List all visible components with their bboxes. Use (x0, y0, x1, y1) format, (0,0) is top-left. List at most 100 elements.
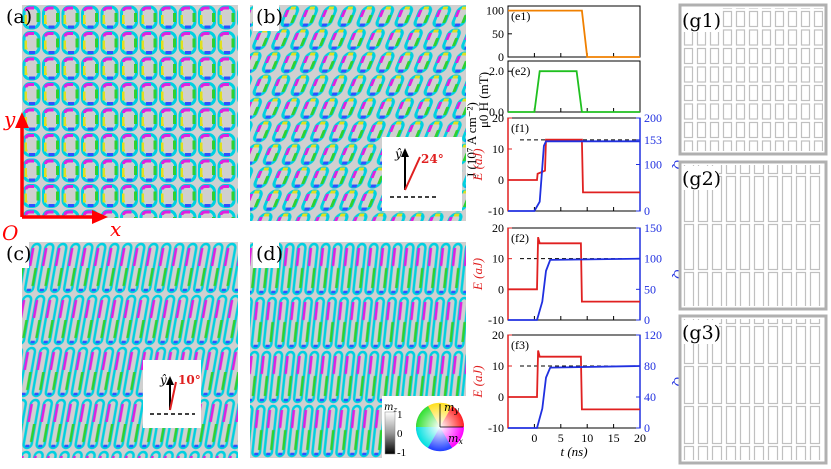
panel-d-label-box (253, 242, 279, 268)
f2-series-Q (508, 257, 641, 321)
e2-ytick-label-0: 2.0 (489, 64, 504, 78)
inset-c-yhat: ŷ (159, 373, 167, 387)
inset-c-angle: 10° (178, 373, 201, 387)
f1-panel-label: (f1) (511, 121, 529, 135)
f1-ytick-label-2: 0 (498, 173, 504, 187)
f1-y2tick-label-2: 100 (644, 158, 662, 172)
inset-b (382, 137, 462, 211)
panel-g3: (g3) (678, 314, 828, 465)
f2-y2tick-label-1: 100 (644, 252, 662, 266)
mz-colorbar (384, 411, 396, 455)
inset-b-angle: 24° (421, 152, 444, 166)
e2-plot-frame (507, 60, 641, 113)
f1-series-E (508, 138, 640, 194)
inset-c (143, 360, 201, 428)
f2-series-E (508, 236, 640, 303)
f3-y2tick-label-1: 80 (644, 359, 656, 373)
e2-ytick-label-1: 0.0 (489, 105, 504, 119)
e1-ytick-label-2: 0 (498, 50, 504, 64)
e1-plot-frame (507, 5, 641, 58)
f3-xtick-label-1: 5 (558, 431, 564, 445)
e1-ytick-label-0: 100 (486, 4, 504, 18)
panel-a: (a) y x O (2, 5, 238, 245)
skyrmion-array-c (22, 242, 238, 458)
panel-g2: (g2) (678, 160, 828, 311)
f3-panel-label: (f3) (511, 338, 529, 352)
panel-c-label: (c) (6, 243, 31, 265)
panel-a-label: (a) (6, 6, 32, 28)
panel-d-label: (d) (256, 243, 283, 265)
x-axis-label: x (110, 217, 121, 241)
panel-b-label-box (253, 5, 279, 31)
f2-ylabel: E (aJ) (470, 258, 485, 291)
f1-ylabel: E (aJ) (470, 148, 485, 181)
f3-y2tick-label-0: 120 (644, 328, 662, 342)
f1-ytick-label-3: -10 (488, 204, 504, 218)
f1-series-Q (508, 140, 640, 212)
f2-panel-label: (f2) (511, 231, 529, 245)
panel-b: (b) ŷ 24° (250, 5, 466, 221)
f3-y2tick-label-2: 40 (644, 390, 656, 404)
f3-ylabel: E (aJ) (470, 365, 485, 398)
f2-y2tick-label-3: 0 (644, 313, 650, 327)
e1-panel-label: (e1) (511, 9, 530, 23)
e1-ytick-label-1: 50 (492, 27, 504, 41)
f3-xtick-label-3: 15 (608, 431, 620, 445)
panel-g1-label-box (683, 8, 719, 32)
x-arrow-head-icon (92, 210, 108, 224)
mx-label: mx (448, 432, 463, 446)
f2-ytick-label-0: 20 (492, 221, 504, 235)
f1-plot-frame (507, 117, 641, 212)
y-arrow-head-icon (15, 112, 29, 128)
f3-series-Q (508, 365, 641, 429)
my-label: my (444, 401, 459, 415)
mz-max: 1 (397, 409, 403, 421)
f3-y2tick-label-3: 0 (644, 421, 650, 435)
charts-column: μ0 H (mT) J (10⁷ A cm⁻²) 100500(e1)2.00.… (464, 4, 686, 459)
panel-g1-label: (g1) (682, 10, 721, 32)
f2-y2tick-label-2: 50 (644, 282, 656, 296)
f3-xtick-label-0: 0 (531, 431, 537, 445)
panel-g3-label-box (683, 320, 719, 344)
panel-c-label-box (3, 242, 29, 268)
inset-b-tilt-arrow (404, 156, 421, 191)
inset-c-tilt-arrow (169, 381, 177, 411)
f2-y2tick-label-0: 150 (644, 221, 662, 235)
f2-ytick-label-1: 10 (492, 252, 504, 266)
f3-xlabel: t (ns) (560, 444, 587, 459)
inset-b-arrow-head-icon (401, 148, 409, 157)
mz-min: -1 (397, 447, 406, 459)
e1-series-H (508, 9, 640, 58)
f3-series-E (508, 350, 640, 411)
f2-ytick-label-3: -10 (488, 313, 504, 327)
panel-g1: (g1) (678, 3, 828, 156)
e2-series-J (508, 70, 640, 113)
f3-ytick-label-3: -10 (488, 421, 504, 435)
panel-g2-label-box (683, 166, 719, 190)
f3-ytick-label-0: 20 (492, 328, 504, 342)
f3-xtick-label-2: 10 (581, 431, 593, 445)
f3-ytick-label-1: 10 (492, 359, 504, 373)
f1-ytick-label-1: 10 (492, 142, 504, 156)
skyrmion-array-a (22, 5, 238, 218)
f1-y2tick-label-0: 200 (644, 111, 662, 125)
f2-ytick-label-2: 0 (498, 282, 504, 296)
inset-b-yhat: ŷ (394, 147, 402, 161)
panel-g2-label: (g2) (682, 168, 721, 190)
f3-xtick-label-4: 20 (634, 431, 646, 445)
f3-ytick-label-2: 0 (498, 390, 504, 404)
mz-zero: 0 (397, 428, 403, 440)
inset-c-arrow-head-icon (166, 376, 174, 385)
panel-d: (d) mz 1 0 -1 my mx (250, 242, 466, 459)
y-axis-label: y (3, 107, 16, 131)
panel-g3-label: (g3) (682, 322, 721, 344)
e1-ylabel: μ0 H (mT) (476, 72, 491, 128)
f1-ytick-label-0: 20 (492, 111, 504, 125)
origin-label: O (2, 221, 18, 245)
f1-y2tick-label-3: 0 (644, 204, 650, 218)
e2-panel-label: (e2) (511, 64, 530, 78)
mz-label: mz (384, 402, 397, 414)
e2-ylabel: J (10⁷ A cm⁻²) (464, 102, 479, 178)
panel-c: (c) ŷ 10° (3, 242, 238, 458)
